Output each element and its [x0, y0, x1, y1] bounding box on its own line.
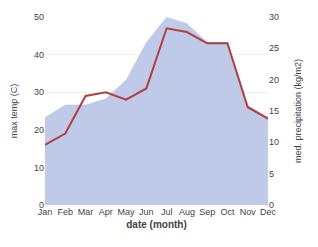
svg-text:40: 40 [34, 50, 44, 60]
svg-text:50: 50 [34, 12, 44, 22]
svg-text:30: 30 [34, 87, 44, 97]
svg-text:20: 20 [269, 75, 279, 85]
svg-text:Jul: Jul [161, 207, 173, 217]
svg-text:20: 20 [34, 125, 44, 135]
svg-text:Jan: Jan [38, 207, 53, 217]
svg-text:med. precipitation (kg/m2): med. precipitation (kg/m2) [293, 59, 303, 163]
svg-text:Jun: Jun [139, 207, 154, 217]
svg-text:Dec: Dec [260, 207, 277, 217]
svg-text:25: 25 [269, 43, 279, 53]
svg-text:10: 10 [34, 163, 44, 173]
svg-text:Mar: Mar [78, 207, 94, 217]
svg-text:15: 15 [269, 106, 279, 116]
svg-text:10: 10 [269, 137, 279, 147]
svg-text:Apr: Apr [99, 207, 113, 217]
svg-text:May: May [118, 207, 136, 217]
svg-text:date (month): date (month) [126, 219, 187, 230]
svg-text:Aug: Aug [179, 207, 195, 217]
svg-text:Nov: Nov [240, 207, 257, 217]
svg-text:Feb: Feb [58, 207, 74, 217]
svg-text:5: 5 [269, 169, 274, 179]
svg-text:Oct: Oct [220, 207, 235, 217]
svg-text:Sep: Sep [199, 207, 215, 217]
svg-text:30: 30 [269, 12, 279, 22]
svg-text:0: 0 [39, 200, 44, 210]
svg-text:0: 0 [269, 200, 274, 210]
svg-text:max temp (C): max temp (C) [9, 84, 19, 139]
